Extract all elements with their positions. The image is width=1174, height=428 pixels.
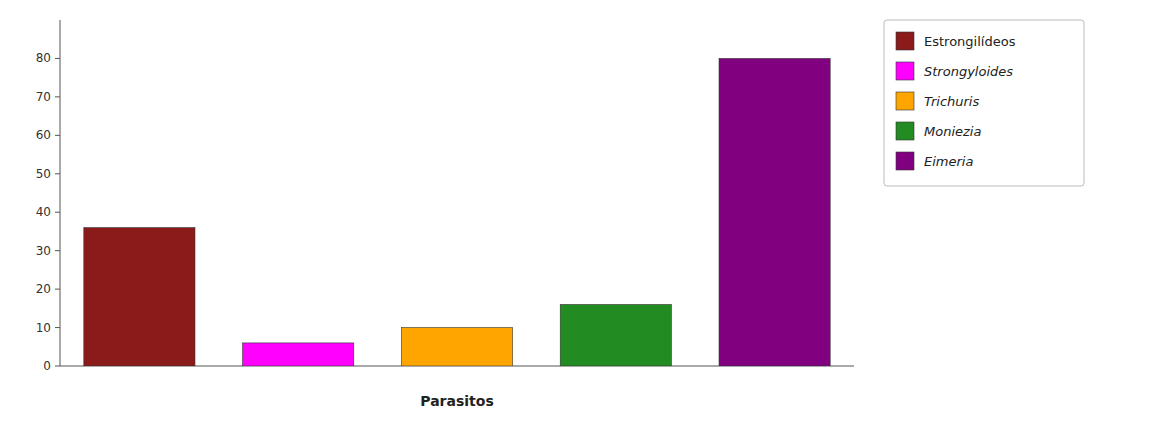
bar bbox=[84, 228, 195, 366]
y-tick-label: 80 bbox=[36, 51, 51, 65]
y-tick-label: 40 bbox=[36, 205, 51, 219]
y-tick bbox=[55, 96, 60, 97]
bar bbox=[401, 328, 512, 366]
legend-swatch bbox=[896, 92, 914, 110]
legend-label: Estrongilídeos bbox=[924, 34, 1016, 49]
y-tick bbox=[55, 58, 60, 59]
y-tick bbox=[55, 366, 60, 367]
y-tick-label: 20 bbox=[36, 282, 51, 296]
y-tick bbox=[55, 135, 60, 136]
legend-swatch bbox=[896, 32, 914, 50]
legend-frame bbox=[884, 20, 1084, 186]
legend-label: Trichuris bbox=[924, 94, 979, 109]
bar bbox=[243, 343, 354, 366]
legend: Estrongilídeos Strongyloides Trichuris Moni… bbox=[884, 20, 1084, 186]
x-axis-label: Parasitos bbox=[420, 393, 493, 409]
y-tick bbox=[55, 250, 60, 251]
y-tick-label: 50 bbox=[36, 167, 51, 181]
legend-label: Strongyloides bbox=[924, 64, 1013, 79]
bars bbox=[84, 58, 830, 366]
y-tick-label: 60 bbox=[36, 128, 51, 142]
y-tick bbox=[55, 327, 60, 328]
legend-label: Moniezia bbox=[924, 124, 981, 139]
legend-swatch bbox=[896, 122, 914, 140]
y-axis-line bbox=[60, 20, 61, 366]
y-tick-label: 30 bbox=[36, 244, 51, 258]
legend-label: Eimeria bbox=[924, 154, 973, 169]
y-tick-label: 0 bbox=[43, 359, 51, 373]
chart: 0 10 20 30 40 50 60 70 80 Parasitos Estrongilídeos… bbox=[0, 0, 1174, 428]
y-tick bbox=[55, 212, 60, 213]
y-tick bbox=[55, 289, 60, 290]
y-tick-label: 10 bbox=[36, 321, 51, 335]
bar bbox=[719, 58, 830, 366]
y-tick-label: 70 bbox=[36, 90, 51, 104]
bar bbox=[560, 304, 671, 366]
y-axis: 0 10 20 30 40 50 60 70 80 bbox=[36, 20, 854, 373]
legend-swatch bbox=[896, 62, 914, 80]
y-tick bbox=[55, 173, 60, 174]
legend-swatch bbox=[896, 152, 914, 170]
